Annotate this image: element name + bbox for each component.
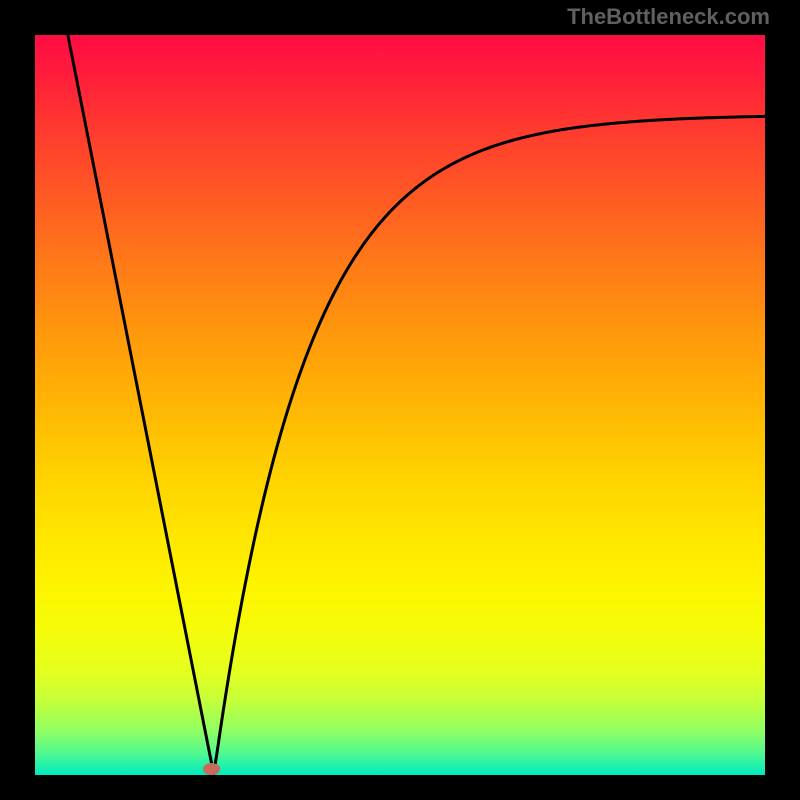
bottleneck-curve	[0, 0, 800, 800]
chart-stage: TheBottleneck.com	[0, 0, 800, 800]
attribution-text: TheBottleneck.com	[567, 4, 770, 30]
